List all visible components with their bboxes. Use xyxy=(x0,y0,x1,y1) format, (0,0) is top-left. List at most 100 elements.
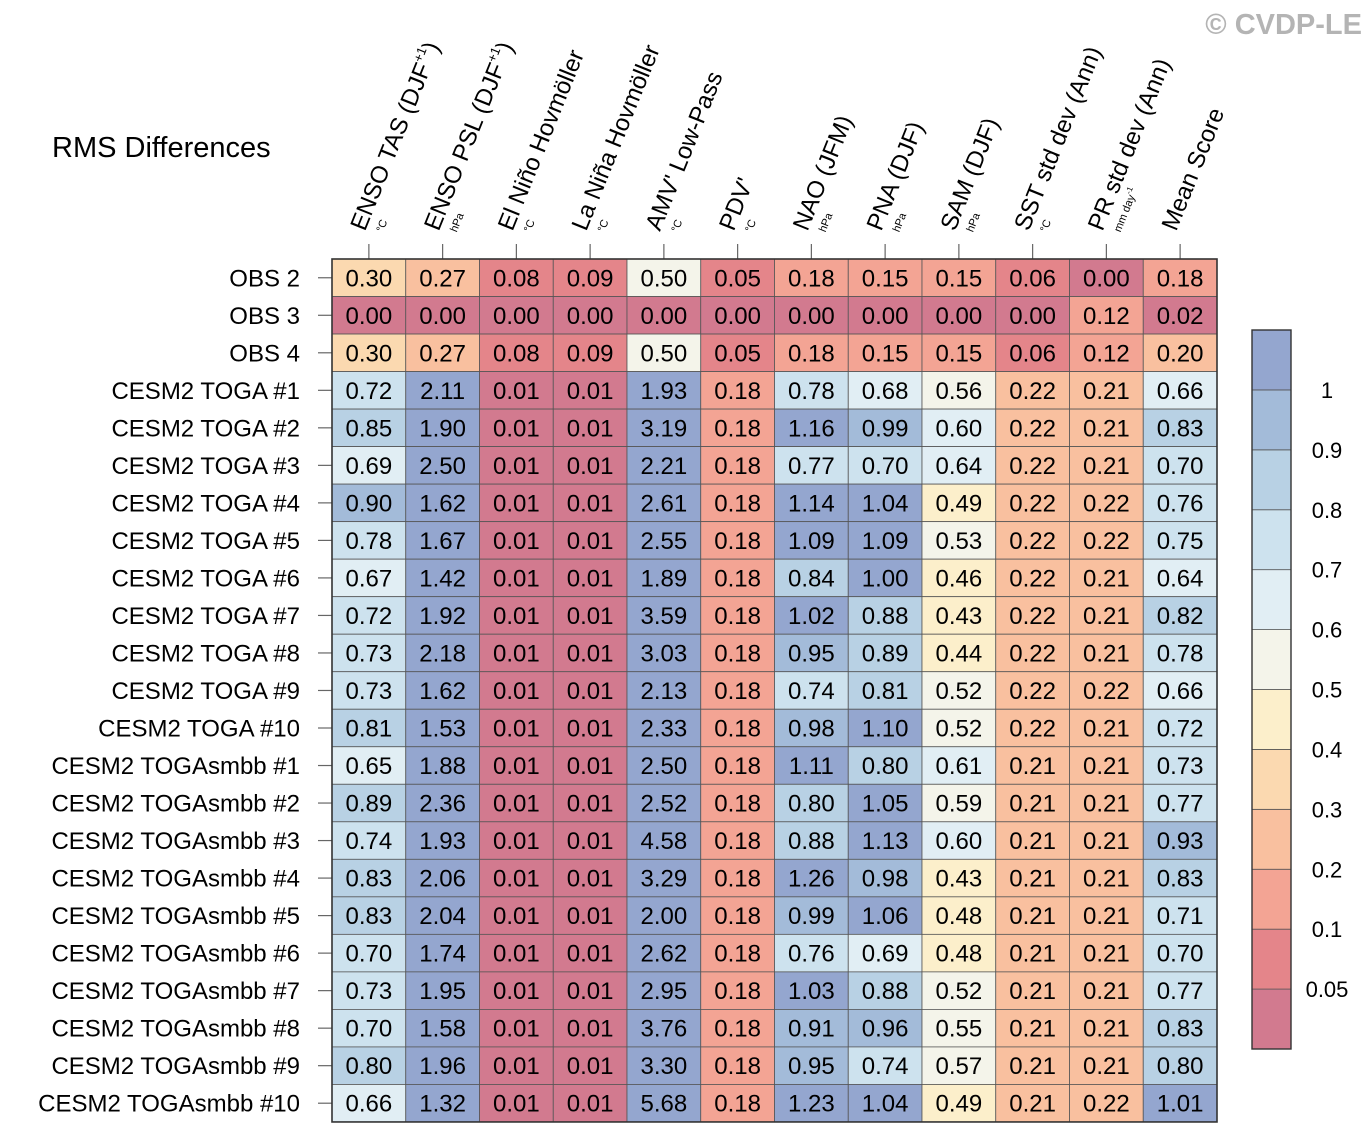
row-label: CESM2 TOGAsmbb #9 xyxy=(51,1053,300,1080)
heatmap-cell xyxy=(847,1046,923,1085)
heatmap-cell xyxy=(552,1084,628,1123)
cell-value-label: 0.22 xyxy=(1009,528,1056,555)
cell-value-label: 0.21 xyxy=(1083,753,1130,780)
cell-value-label: 0.22 xyxy=(1083,1091,1130,1118)
heatmap-cell xyxy=(479,933,554,973)
cell-value-label: 0.71 xyxy=(1157,903,1204,930)
cell-value-label: 0.98 xyxy=(862,866,909,893)
colorbar-segment xyxy=(1251,509,1292,571)
heatmap-cell xyxy=(847,483,923,523)
heatmap-cell xyxy=(626,596,702,635)
heatmap-cell xyxy=(774,521,849,560)
cell-value-label: 3.19 xyxy=(641,415,688,442)
heatmap-cell xyxy=(479,333,554,372)
cell-value-label: 0.89 xyxy=(346,791,393,818)
cell-value-label: 0.53 xyxy=(936,528,983,555)
cell-value-label: 1.93 xyxy=(419,828,466,855)
row-label: CESM2 TOGA #10 xyxy=(98,716,300,743)
column-header: PNA (DJF)hPa xyxy=(862,118,930,234)
heatmap-cell xyxy=(479,1084,554,1123)
heatmap-cell xyxy=(1142,596,1218,635)
chart-title: RMS Differences xyxy=(52,132,271,164)
heatmap-cell xyxy=(921,296,997,335)
column-header: Mean Score xyxy=(1157,104,1231,234)
heatmap-cell xyxy=(700,933,775,973)
heatmap-cell xyxy=(626,933,702,973)
heatmap-cell xyxy=(995,446,1070,485)
cell-value-label: 0.18 xyxy=(714,603,761,630)
heatmap-cell xyxy=(847,821,923,860)
heatmap-cell xyxy=(921,933,997,973)
heatmap-cell xyxy=(700,821,775,860)
cell-value-label: 0.01 xyxy=(567,490,614,517)
row-label: CESM2 TOGAsmbb #8 xyxy=(51,1016,300,1043)
row-label: OBS 3 xyxy=(229,303,300,330)
cell-value-label: 0.18 xyxy=(714,565,761,592)
column-unit: °C xyxy=(596,218,612,234)
cell-value-label: 0.66 xyxy=(1157,678,1204,705)
cell-value-label: 0.06 xyxy=(1009,340,1056,367)
cell-value-label: 0.15 xyxy=(936,340,983,367)
cell-value-label: 0.93 xyxy=(1157,828,1204,855)
heatmap-cell xyxy=(626,296,702,335)
cell-value-label: 0.91 xyxy=(788,1016,835,1043)
cell-value-label: 0.18 xyxy=(714,1016,761,1043)
heatmap-cell xyxy=(995,821,1070,860)
heatmap-cell xyxy=(552,1009,628,1048)
cell-value-label: 0.01 xyxy=(567,640,614,667)
cell-value-label: 1.09 xyxy=(788,528,835,555)
cell-value-label: 0.01 xyxy=(493,490,540,517)
cell-value-label: 2.04 xyxy=(419,903,466,930)
heatmap-cells: 0.30 0.27 0.08 0.09 0.50 0.05 0.18 0.15 0.15 0.06… xyxy=(331,258,1218,1123)
cell-value-label: 0.48 xyxy=(936,941,983,968)
cell-value-label: 0.27 xyxy=(419,340,466,367)
colorbar-frame xyxy=(1251,329,1292,1050)
heatmap-cell xyxy=(1069,1084,1144,1123)
heatmap-cell xyxy=(774,1084,849,1123)
heatmap-cell xyxy=(331,746,407,785)
row-label: CESM2 TOGA #5 xyxy=(111,528,300,555)
cell-value-label: 1.06 xyxy=(862,903,909,930)
cell-value-label: 0.21 xyxy=(1009,753,1056,780)
cell-value-label: 0.18 xyxy=(714,378,761,405)
cell-value-label: 0.96 xyxy=(862,1016,909,1043)
cell-value-label: 3.29 xyxy=(641,866,688,893)
cell-value-label: 0.46 xyxy=(936,565,983,592)
heatmap-cell xyxy=(921,371,997,410)
colorbar: 0.05 0.1 0.2 0.3 0.4 0.5 0.6 0.7 0.8 0.9 1 xyxy=(1251,329,1348,1050)
cell-value-label: 3.03 xyxy=(641,640,688,667)
row-label: CESM2 TOGA #6 xyxy=(111,565,300,592)
cell-value-label: 0.01 xyxy=(567,828,614,855)
cell-value-label: 0.72 xyxy=(1157,716,1204,743)
cell-value-label: 0.21 xyxy=(1083,565,1130,592)
heatmap-cell xyxy=(552,783,628,823)
cell-value-label: 0.83 xyxy=(346,903,393,930)
cell-value-label: 0.88 xyxy=(788,828,835,855)
cell-value-label: 0.00 xyxy=(714,303,761,330)
cell-value-label: 0.77 xyxy=(788,453,835,480)
cell-value-label: 0.70 xyxy=(346,941,393,968)
cell-value-label: 0.52 xyxy=(936,678,983,705)
cell-value-label: 0.01 xyxy=(567,866,614,893)
cell-value-label: 2.95 xyxy=(641,978,688,1005)
cell-value-label: 0.21 xyxy=(1083,866,1130,893)
heatmap-cell xyxy=(847,633,923,673)
cell-value-label: 0.64 xyxy=(1157,565,1204,592)
cell-value-label: 1.23 xyxy=(788,1091,835,1118)
cell-value-label: 0.50 xyxy=(641,265,688,292)
heatmap-cell xyxy=(1069,821,1144,860)
cell-value-label: 0.21 xyxy=(1083,640,1130,667)
heatmap-cell xyxy=(774,483,849,523)
heatmap-cell xyxy=(921,708,997,748)
colorbar-segment xyxy=(1251,569,1292,630)
colorbar-tick-label: 0.5 xyxy=(1312,678,1343,703)
heatmap-cell xyxy=(479,858,554,898)
heatmap-cell xyxy=(700,783,775,823)
cell-value-label: 0.22 xyxy=(1083,678,1130,705)
heatmap-cell xyxy=(405,483,480,523)
cell-value-label: 0.88 xyxy=(862,603,909,630)
cell-value-label: 0.21 xyxy=(1009,1053,1056,1080)
cell-value-label: 1.01 xyxy=(1157,1091,1204,1118)
heatmap-frame xyxy=(331,258,1218,1123)
column-unit: °C xyxy=(1038,218,1054,234)
